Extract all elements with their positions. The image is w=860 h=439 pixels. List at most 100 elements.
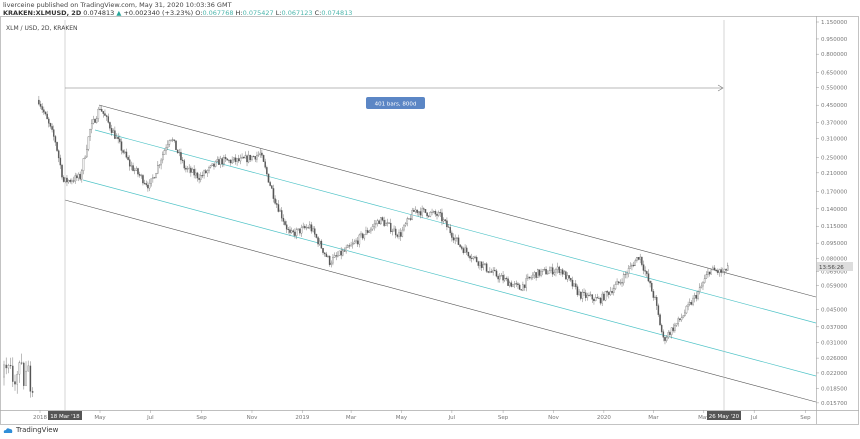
channel-lower-line[interactable] [64,199,817,403]
candle [285,224,288,230]
candle [252,156,255,158]
candle [485,263,488,272]
candle [304,226,306,229]
candle [462,248,465,253]
candle [342,250,344,256]
candle [416,209,418,214]
price-tick-label: 0.022000 [821,371,848,377]
price-tick-label: 1.150000 [821,20,848,26]
candle [482,264,485,268]
candle [165,147,167,151]
price-tick-label: 0.037000 [821,325,848,331]
candle [256,155,258,160]
price-change: +0.002340 (+3.23%) [123,9,194,17]
candle [59,157,62,166]
candle [166,144,169,148]
candle [698,287,701,292]
price-tick-label: 0.080000 [821,256,848,262]
candle [76,175,78,179]
candle [705,274,708,279]
candle [461,246,463,249]
candle [441,212,443,222]
candle [664,337,666,341]
candle [330,262,333,265]
candle [383,220,385,226]
candle [720,269,722,273]
candle [520,289,523,291]
candle [333,255,336,258]
candle [94,119,96,123]
candle [546,273,549,275]
candle [157,165,159,174]
candle [124,151,126,153]
candle [200,175,202,180]
candle [257,154,260,156]
candle [702,282,704,287]
candle [692,297,694,305]
candle [145,183,148,186]
chart-frame [0,16,859,425]
candle [684,312,686,317]
candle [234,157,237,162]
candle [518,284,521,290]
channel-inner-upper-line[interactable] [94,129,817,324]
candle [398,232,400,237]
candle [560,269,562,273]
candle [452,237,455,241]
brand-name: TradingView [16,426,59,434]
candle [314,228,316,235]
candle [442,219,445,222]
candle [685,305,688,314]
candle [436,213,438,216]
candle [675,323,678,326]
candle [654,297,656,298]
candle [105,115,108,117]
candle [72,180,75,182]
time-tick-label: Jul [448,415,456,421]
candle [513,283,516,285]
candle [651,282,653,292]
candle [223,157,225,165]
tradingview-logo[interactable]: TradingView [3,426,58,434]
price-tick-label: 0.045000 [821,307,848,313]
price-axis[interactable]: 1.150000 0.950000 0.800000 0.650000 0.550000… [816,20,848,407]
candle [23,362,25,386]
candle [323,252,326,255]
candle [637,257,640,260]
channel-upper-line[interactable] [98,104,817,298]
candle [608,292,610,295]
candle [276,203,278,205]
candle [99,108,101,110]
candle [535,272,537,278]
candle [568,275,570,279]
symbol-name: KRAKEN:XLMUSD, 2D [3,9,82,17]
candle [672,327,674,331]
candle [16,373,18,385]
candle [208,167,210,171]
candle [44,111,47,115]
candle [38,99,40,105]
candle [249,154,252,160]
candle [370,228,372,232]
candle [523,284,526,288]
candle [216,159,219,162]
candle [345,247,347,252]
candle [49,123,52,127]
candle [62,176,65,182]
candle [426,212,428,217]
candle [295,229,298,236]
candle [193,168,195,176]
time-axis[interactable]: 2018 May Jul Sep Nov 2019 Mar May Jul Sep Nov 2020 M… [33,410,811,421]
candle [254,156,257,160]
candle [437,212,440,216]
channel-inner-lower-line[interactable] [82,179,817,377]
candle [332,257,334,264]
candle [218,159,220,165]
end-date-label: 26 May '20 [709,414,740,420]
candle [551,267,554,275]
candle [634,260,636,267]
candle [51,126,53,130]
candle [499,275,501,280]
candle [343,250,346,252]
